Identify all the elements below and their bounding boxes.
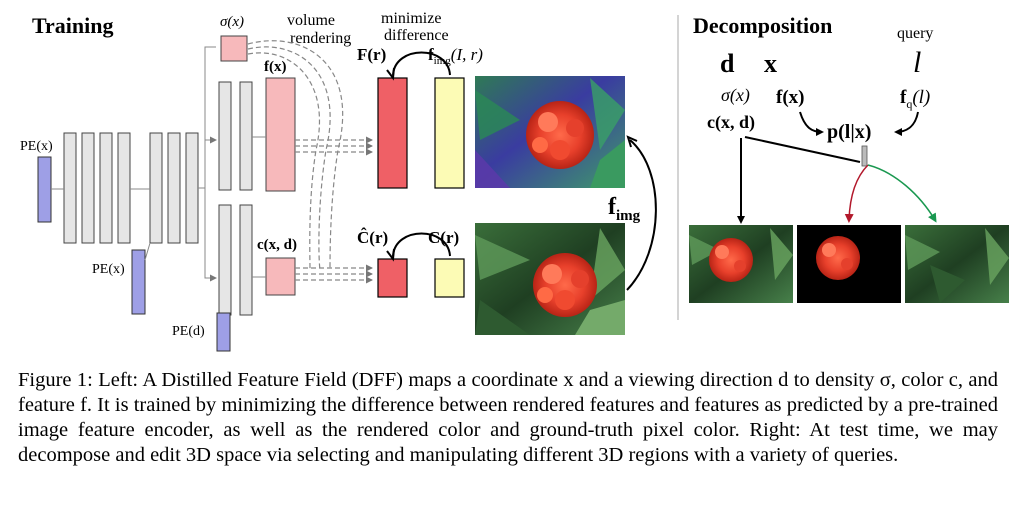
feature-label: f(x) [264, 59, 287, 75]
feature-image [475, 76, 625, 188]
minimize-feature-arrow [392, 51, 451, 76]
image-feature-subscript: img [434, 55, 452, 67]
encoder-label: fimg [608, 194, 641, 224]
mlp-layer [81, 132, 95, 244]
gt-color-block [434, 258, 465, 298]
mlp-trunk [63, 132, 199, 244]
figure-diagram: Training PE(x) PE(x) σ(x) f(x) PE( [20, 10, 1009, 352]
green-select-arrow [867, 164, 937, 223]
d-label: d [720, 49, 735, 78]
feature-layer [218, 81, 232, 191]
decomp-feature-label: f(x) [776, 87, 804, 108]
color-block [265, 257, 296, 296]
color-layer [218, 204, 232, 316]
mlp-layer [149, 132, 163, 244]
rendered-feature-label: F(r) [357, 45, 386, 64]
rendered-feature-block [377, 77, 408, 189]
sigma-label: σ(x) [220, 14, 244, 30]
gt-color-label: C(r) [428, 228, 459, 247]
mlp-layer [99, 132, 113, 244]
color-layer [239, 204, 253, 316]
color-branch [218, 204, 253, 316]
query-label: query [897, 25, 933, 42]
prob-label: p(l|x) [827, 121, 871, 143]
sigma-block [220, 35, 248, 62]
mlp-layer [185, 132, 199, 244]
rendered-color-label: Ĉ(r) [357, 227, 388, 247]
decomp-flower-image [797, 225, 901, 303]
minimize-label-1: minimize [381, 10, 441, 27]
training-title: Training [32, 13, 114, 38]
query-to-prob-arrow [894, 111, 919, 136]
query-feature-args: (l) [912, 87, 930, 108]
mlp-layer [63, 132, 77, 244]
decomposition-title: Decomposition [693, 13, 832, 38]
decomp-sigma-label: σ(x) [721, 85, 750, 106]
pe-x-skip-label: PE(x) [92, 262, 125, 277]
mlp-layer [167, 132, 181, 244]
encoder-arrow [626, 139, 657, 291]
volume-rendering-label-1: volume [287, 12, 335, 29]
decomp-full-image [689, 225, 793, 303]
feature-branch [218, 81, 253, 191]
query-feature-symbol: f [900, 87, 907, 108]
volume-rendering-curves [247, 40, 373, 284]
volume-rendering-label-2: rendering [290, 30, 351, 47]
encoder-subscript: img [616, 208, 641, 224]
decomp-background-image [905, 225, 1009, 303]
pe-x-input-block [37, 156, 52, 223]
pe-d-label: PE(d) [172, 324, 205, 339]
color-to-selection-line [744, 136, 861, 163]
minimize-color-arrow [392, 232, 451, 257]
image-feature-block [434, 77, 465, 189]
decomp-color-label: c(x, d) [707, 112, 755, 133]
pe-x-input-label: PE(x) [20, 139, 53, 154]
encoder-symbol: f [608, 194, 617, 220]
query-feature-label: fq(l) [900, 87, 930, 111]
image-feature-args: (I, r) [451, 45, 483, 64]
pe-d-block [216, 312, 231, 352]
feature-block [265, 77, 296, 192]
feature-to-prob-arrow [799, 111, 824, 136]
red-select-arrow [844, 164, 869, 223]
figure-caption: Figure 1: Left: A Distilled Feature Fiel… [18, 369, 998, 466]
feature-layer [239, 81, 253, 191]
x-label: x [764, 49, 777, 78]
rendered-color-block [377, 258, 408, 298]
selection-bar [861, 145, 868, 167]
pe-x-skip-block [131, 249, 146, 315]
mlp-layer [117, 132, 131, 244]
l-label: l [913, 46, 921, 79]
ground-truth-image [475, 223, 625, 335]
color-label: c(x, d) [257, 237, 297, 253]
minimize-label-2: difference [384, 27, 449, 44]
query-feature-subscript: q [906, 97, 912, 111]
